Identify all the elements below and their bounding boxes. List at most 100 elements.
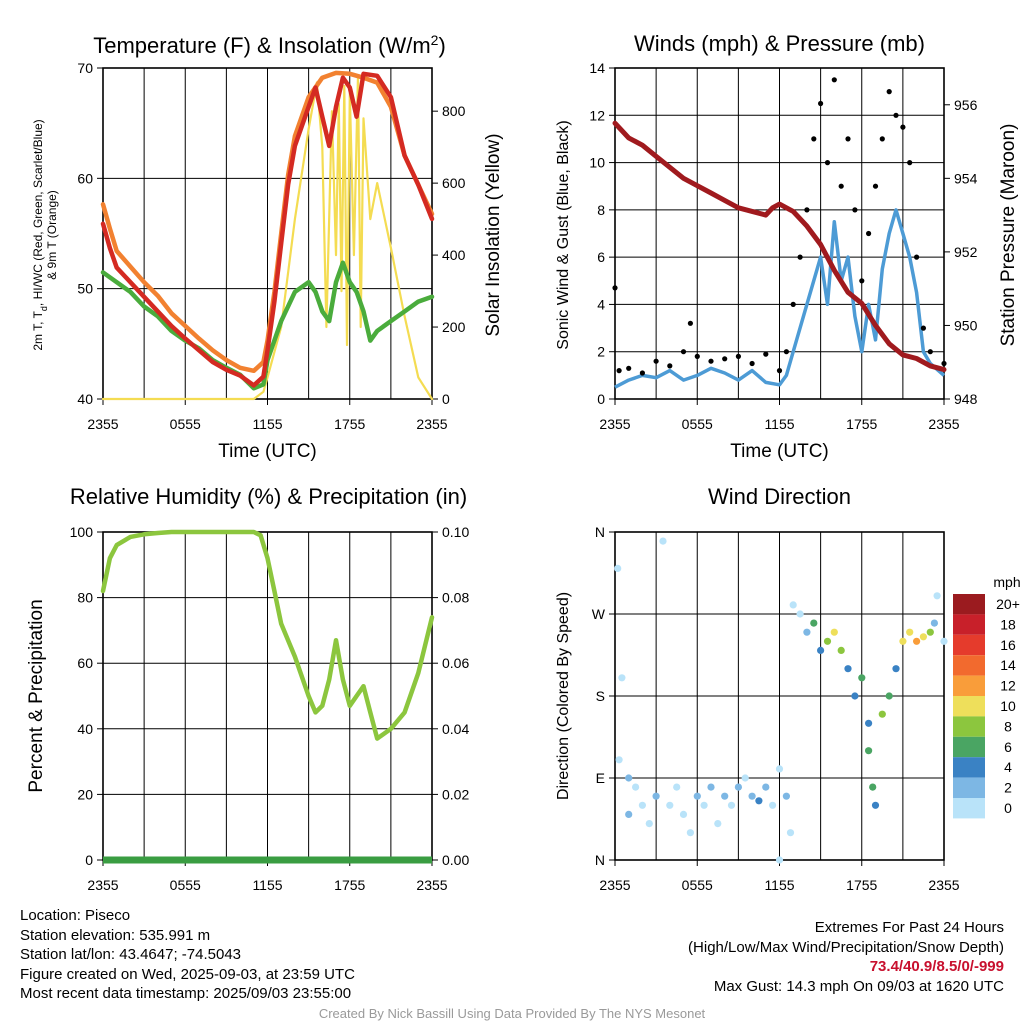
rh-series-humidity (100, 529, 435, 741)
wind-x-label: Time (UTC) (730, 441, 829, 462)
speed-legend-label: 12 (1000, 678, 1016, 694)
wind-ytick-label: 12 (589, 107, 605, 123)
wind-gust-point (920, 325, 927, 331)
temp-y2-label: Solar Insolation (Yellow) (483, 133, 504, 336)
max-gust-text: Max Gust: 14.3 mph On 09/03 at 1620 UTC (713, 977, 1004, 995)
dir-point (707, 783, 715, 791)
wind-gust-point (845, 136, 851, 142)
speed-legend-label: 18 (1000, 616, 1016, 632)
dir-point (892, 665, 900, 673)
latlon-text: Station lat/lon: 43.4647; -74.5043 (20, 946, 242, 963)
wind-gust-point (879, 136, 885, 142)
wind-gust-point (831, 77, 837, 83)
rh-ytick-label: 80 (77, 590, 93, 606)
dir-ytick-label: E (596, 770, 605, 786)
dir-point (786, 829, 795, 837)
rh-chart-title: Relative Humidity (%) & Precipitation (i… (70, 484, 467, 509)
dir-point (810, 619, 818, 627)
dir-xtick-label: 2355 (928, 877, 959, 893)
rh-ytick-label: 40 (77, 721, 93, 737)
dir-chart-title: Wind Direction (708, 484, 851, 509)
temp-y2tick-label: 600 (442, 175, 466, 191)
wind-ytick-label: 0 (597, 391, 605, 407)
wind-gust-point (811, 136, 817, 142)
dir-point (851, 692, 859, 700)
elevation-text: Station elevation: 535.991 m (20, 926, 211, 944)
rh-ytick-label: 0 (85, 852, 93, 868)
dir-point (700, 801, 708, 809)
dir-point (830, 628, 838, 636)
temp-y2tick-label: 0 (442, 391, 450, 407)
dir-point (679, 810, 688, 819)
wind-gust-point (708, 358, 714, 364)
wind-panel: 0 2 4 6 8 10 12 14 948 950 952 954 956 2355 0555 1155 17… (555, 31, 1019, 462)
rh-y-label: Percent & Precipitation (26, 599, 47, 792)
speed-legend-label: 6 (1004, 739, 1012, 755)
dir-ytick-label: S (596, 688, 605, 704)
temp-border (102, 67, 433, 400)
wind-xtick-label: 1755 (846, 416, 877, 432)
dir-ytick-label: W (592, 606, 606, 622)
dir-point (823, 637, 832, 645)
wind-gust-point (722, 356, 728, 362)
temp-y2tick-label: 200 (442, 319, 466, 335)
wind-xtick-label: 1155 (764, 416, 794, 432)
wind-gust-point (838, 183, 844, 189)
wind-series-pressure (612, 120, 947, 373)
dir-point (940, 637, 948, 645)
wind-xtick-label: 2355 (599, 416, 630, 432)
speed-legend-title: mph (993, 574, 1020, 590)
dir-point (837, 646, 845, 655)
speed-legend-label: 4 (1004, 759, 1012, 775)
speed-legend-label: 14 (1000, 657, 1016, 673)
dir-point (885, 692, 893, 700)
extremes-subtitle: (High/Low/Max Wind/Precipitation/Snow De… (688, 938, 1004, 956)
speed-legend-swatch (953, 716, 985, 737)
speed-legend-swatch (953, 675, 985, 696)
speed-legend-label: 20+ (996, 596, 1020, 612)
speed-legend-label: 16 (1000, 637, 1016, 653)
wind-gust-point (687, 320, 694, 326)
dir-point (755, 797, 763, 805)
credit-line: Created By Nick Bassill Using Data Provi… (318, 1006, 706, 1021)
dir-point (693, 792, 701, 800)
wind-y2tick-label: 952 (954, 244, 978, 260)
extremes-info: Extremes For Past 24 Hours (High/Low/Max… (688, 918, 1004, 996)
rh-y2tick-label: 0.10 (442, 524, 469, 540)
rh-panel: 0 20 40 60 80 100 0.00 0.02 0.04 0.06 0.08 0.10 2355… (26, 484, 469, 893)
wind-y2tick-label: 950 (954, 317, 978, 333)
speed-legend-swatch (953, 614, 985, 635)
rh-xtick-label: 2355 (416, 877, 447, 893)
dir-point (666, 801, 674, 809)
temp-ytick-label: 40 (77, 391, 93, 407)
dir-point (615, 756, 623, 764)
dir-point (844, 665, 852, 673)
speed-legend-label: 8 (1004, 718, 1012, 734)
wind-gust-point (639, 370, 646, 376)
dir-point (632, 783, 640, 791)
wind-ytick-label: 10 (589, 155, 605, 171)
wind-gust-point (763, 351, 769, 357)
temp-panel: 40 50 60 70 0 200 400 600 800 2355 0555 1155 1755 235… (31, 32, 504, 462)
dir-point (775, 856, 784, 864)
wind-y2tick-label: 954 (954, 170, 978, 186)
temp-ytick-label: 50 (77, 281, 93, 297)
rh-xtick-label: 2355 (87, 877, 118, 893)
dir-point (878, 710, 886, 718)
wind-y2-label: Station Pressure (Maroon) (998, 124, 1019, 347)
dir-point (913, 637, 921, 645)
wind-gust-point (866, 230, 872, 237)
temp-ytick-label: 60 (77, 170, 93, 186)
dir-ytick-label: N (595, 524, 605, 540)
speed-legend-label: 0 (1004, 800, 1012, 816)
dir-point (625, 810, 633, 819)
temp-y2tick-label: 800 (442, 103, 466, 119)
wind-gust-point (797, 254, 803, 260)
temp-ytick-label: 70 (77, 60, 93, 76)
rh-xtick-label: 0555 (170, 877, 201, 893)
wind-gust-point (818, 100, 824, 107)
rh-y2tick-label: 0.00 (442, 852, 469, 868)
temp-x-label: Time (UTC) (218, 441, 317, 462)
wind-gust-point (680, 349, 687, 355)
temp-xtick-label: 0555 (170, 416, 201, 432)
